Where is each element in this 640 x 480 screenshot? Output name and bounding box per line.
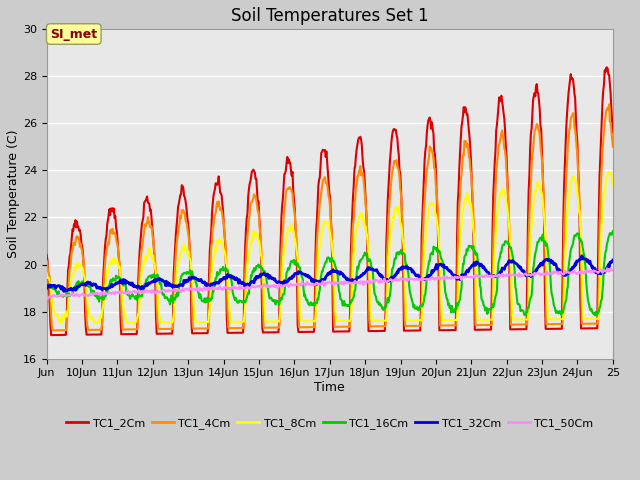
X-axis label: Time: Time bbox=[314, 381, 345, 394]
Y-axis label: Soil Temperature (C): Soil Temperature (C) bbox=[7, 130, 20, 258]
Title: Soil Temperatures Set 1: Soil Temperatures Set 1 bbox=[231, 7, 429, 25]
Legend: TC1_2Cm, TC1_4Cm, TC1_8Cm, TC1_16Cm, TC1_32Cm, TC1_50Cm: TC1_2Cm, TC1_4Cm, TC1_8Cm, TC1_16Cm, TC1… bbox=[61, 414, 598, 433]
Text: SI_met: SI_met bbox=[50, 27, 97, 40]
